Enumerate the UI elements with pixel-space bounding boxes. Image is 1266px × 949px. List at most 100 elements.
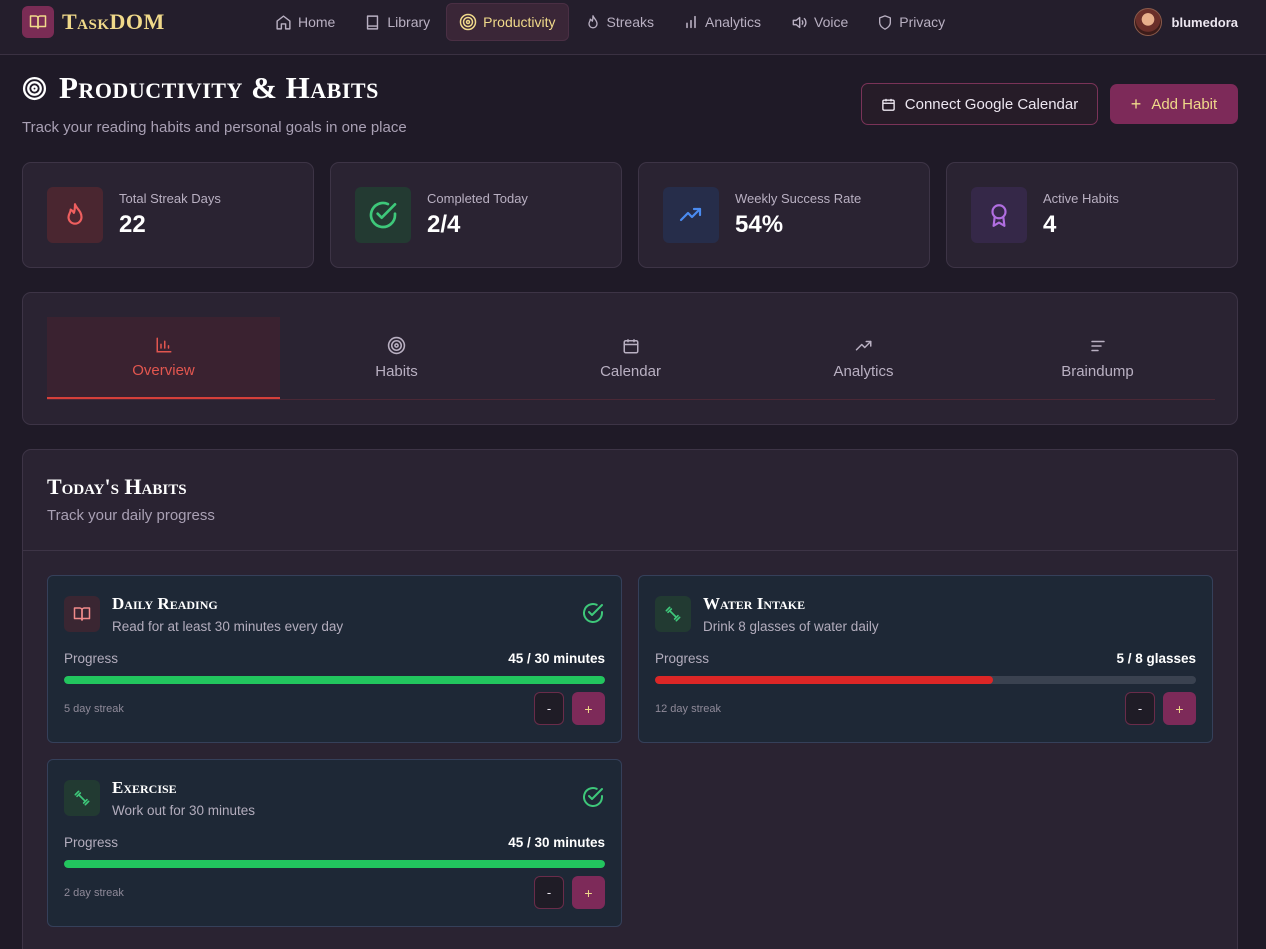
nav-item-library[interactable]: Library: [351, 3, 443, 41]
tabs-divider: [47, 399, 1215, 400]
top-navbar: TaskDOM Home Library Productivity Streak…: [0, 0, 1266, 55]
decrement-button[interactable]: -: [534, 692, 564, 725]
trending-up-icon: [855, 340, 871, 350]
progress-value: 5 / 8 glasses: [1116, 651, 1196, 666]
user-name: blumedora: [1171, 14, 1238, 30]
progress-value: 45 / 30 minutes: [508, 835, 605, 850]
progress-label: Progress: [64, 835, 119, 850]
tab-analytics[interactable]: Analytics: [747, 317, 980, 399]
todays-habits-panel: Today's Habits Track your daily progress…: [22, 449, 1238, 949]
habit-name: Exercise: [112, 778, 177, 797]
check-circle-icon[interactable]: [581, 601, 605, 630]
progress-fill: [655, 676, 994, 684]
decrement-button[interactable]: -: [1125, 692, 1155, 725]
stat-value: 22: [119, 211, 146, 238]
plus-icon: +: [1130, 93, 1142, 114]
nav-item-voice[interactable]: Voice: [777, 3, 861, 41]
calendar-icon: [881, 98, 895, 111]
tab-habits[interactable]: Habits: [280, 317, 513, 399]
nav-item-label: Library: [387, 14, 431, 30]
calendar-icon: [623, 338, 638, 353]
tab-calendar[interactable]: Calendar: [514, 317, 747, 399]
flame-icon: [587, 14, 598, 28]
stat-value: 2/4: [427, 211, 461, 238]
flame-icon: [47, 187, 103, 243]
nav-item-streaks[interactable]: Streaks: [572, 3, 667, 41]
habit-description: Read for at least 30 minutes every day: [112, 619, 344, 634]
decrement-button[interactable]: -: [534, 876, 564, 909]
panel-title: Today's Habits: [47, 474, 187, 499]
add-habit-button[interactable]: + Add Habit: [1110, 84, 1238, 124]
increment-button[interactable]: +: [572, 692, 605, 725]
nav-item-label: Streaks: [606, 14, 654, 30]
page-title-text: Productivity & Habits: [59, 70, 379, 105]
nav-menu: Home Library Productivity Streaks Analyt…: [262, 3, 961, 41]
progress-fill: [64, 860, 605, 868]
dumbbell-icon: [64, 780, 100, 816]
progress-label: Progress: [64, 651, 119, 666]
panel-divider: [23, 550, 1237, 551]
increment-button[interactable]: +: [1163, 692, 1196, 725]
progress-bar: [655, 676, 1196, 684]
streak-text: 5 day streak: [64, 703, 124, 715]
page-header: Productivity & Habits Track your reading…: [22, 70, 407, 136]
target-icon: [22, 76, 47, 100]
trending-up-icon: [663, 187, 719, 243]
habit-card-daily-reading: Daily Reading Read for at least 30 minut…: [47, 575, 622, 743]
book-icon: [22, 6, 54, 38]
tab-label: Calendar: [600, 362, 661, 380]
progress-fill: [64, 676, 605, 684]
progress-bar: [64, 860, 605, 868]
habit-card-water-intake: Water Intake Drink 8 glasses of water da…: [638, 575, 1213, 743]
progress-label: Progress: [655, 651, 710, 666]
tab-braindump[interactable]: Braindump: [981, 317, 1214, 399]
nav-item-label: Productivity: [483, 14, 556, 30]
book-icon: [64, 596, 100, 632]
streak-text: 2 day streak: [64, 887, 124, 899]
nav-item-label: Home: [298, 14, 336, 30]
text-lines-icon: [1090, 340, 1105, 351]
stat-label: Weekly Success Rate: [735, 191, 862, 206]
habit-name: Daily Reading: [112, 594, 218, 613]
habit-card-exercise: Exercise Work out for 30 minutes Progres…: [47, 759, 622, 927]
stat-card-total-streak-days: Total Streak Days 22: [22, 162, 314, 268]
streak-text: 12 day streak: [655, 703, 722, 715]
nav-item-productivity[interactable]: Productivity: [446, 3, 569, 41]
stat-card-weekly-success-rate: Weekly Success Rate 54%: [638, 162, 930, 268]
habit-name: Water Intake: [703, 594, 806, 613]
stat-label: Completed Today: [427, 191, 528, 206]
target-icon: [387, 336, 406, 355]
dumbbell-icon: [655, 596, 691, 632]
speaker-icon: [792, 16, 807, 28]
nav-item-label: Analytics: [704, 14, 762, 30]
nav-item-analytics[interactable]: Analytics: [670, 3, 774, 41]
brand-name: TaskDOM: [62, 9, 165, 34]
tab-label: Analytics: [833, 362, 894, 380]
check-circle-icon[interactable]: [581, 785, 605, 814]
bar-chart-icon: [686, 15, 696, 29]
tab-label: Overview: [132, 361, 195, 379]
award-icon: [971, 187, 1027, 243]
nav-item-privacy[interactable]: Privacy: [864, 3, 958, 41]
progress-value: 45 / 30 minutes: [508, 651, 605, 666]
nav-item-label: Voice: [814, 14, 849, 30]
tab-label: Habits: [375, 363, 418, 380]
brand[interactable]: TaskDOM: [22, 6, 165, 38]
habit-description: Work out for 30 minutes: [112, 803, 256, 818]
progress-bar: [64, 676, 605, 684]
book-icon: [367, 14, 379, 30]
nav-item-home[interactable]: Home: [262, 3, 348, 41]
home-icon: [276, 14, 291, 30]
page-subtitle: Track your reading habits and personal g…: [22, 119, 407, 136]
stat-card-active-habits: Active Habits 4: [946, 162, 1238, 268]
stat-label: Total Streak Days: [119, 191, 221, 206]
user-menu[interactable]: blumedora: [1133, 8, 1238, 36]
connect-google-calendar-button[interactable]: Connect Google Calendar: [861, 83, 1098, 125]
avatar: [1133, 8, 1162, 36]
increment-button[interactable]: +: [572, 876, 605, 909]
tab-overview[interactable]: Overview: [47, 317, 280, 399]
bar-chart-icon: [156, 337, 171, 352]
page-title: Productivity & Habits: [22, 70, 407, 106]
stat-value: 4: [1043, 211, 1057, 238]
stat-label: Active Habits: [1043, 191, 1119, 206]
